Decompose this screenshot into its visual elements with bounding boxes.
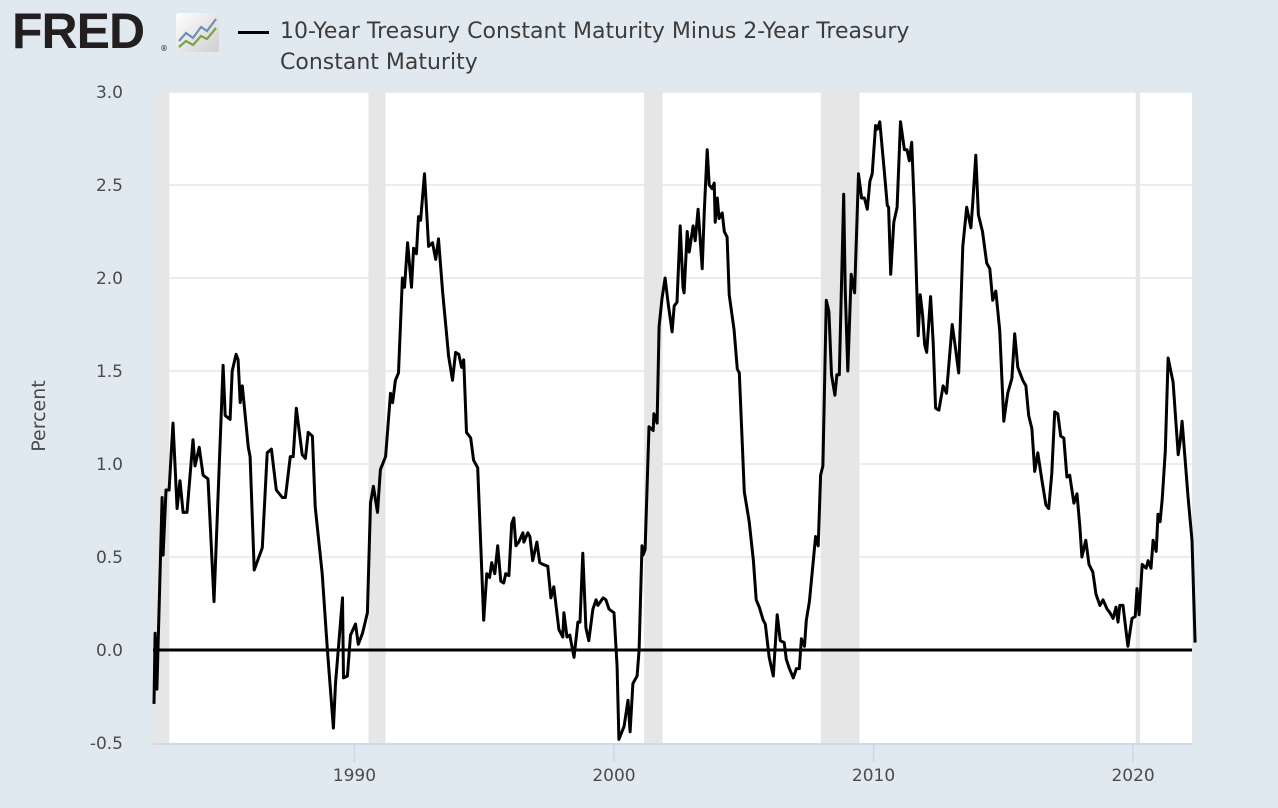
- y-tick-label: 1.5: [96, 362, 123, 382]
- recession-band: [1135, 92, 1141, 743]
- y-axis-ticks: -0.5 0.0 0.5 1.0 1.5 2.0 2.5 3.0: [90, 83, 123, 754]
- legend-swatch: [238, 31, 269, 34]
- x-tick-label: 2020: [1111, 766, 1154, 786]
- recession-band: [820, 92, 860, 743]
- y-tick-label: 2.0: [96, 269, 123, 289]
- x-tick-label: 2000: [592, 766, 635, 786]
- x-axis-ticks: 1990 2000 2010 2020: [333, 744, 1155, 786]
- legend-label[interactable]: 10-Year Treasury Constant Maturity Minus…: [280, 19, 910, 75]
- recession-band: [368, 92, 386, 743]
- fred-logo[interactable]: FRED: [12, 3, 145, 59]
- y-tick-label: 0.0: [96, 641, 123, 661]
- y-axis-label: Percent: [28, 380, 50, 452]
- recession-band: [153, 92, 170, 743]
- y-tick-label: 3.0: [96, 83, 123, 103]
- recession-bands: [153, 92, 1141, 743]
- x-tick-label: 1990: [333, 766, 376, 786]
- y-tick-label: 2.5: [96, 176, 123, 196]
- y-tick-label: 0.5: [96, 548, 123, 568]
- y-tick-label: -0.5: [90, 734, 123, 754]
- x-tick-label: 2010: [852, 766, 895, 786]
- plot-area: [153, 92, 1192, 743]
- registered-mark: ®: [160, 44, 168, 53]
- series-line[interactable]: [152, 120, 1197, 741]
- y-tick-label: 1.0: [96, 455, 123, 475]
- fred-chart-icon: [176, 13, 219, 52]
- chart-header: FRED ® 10-Year Treasury Constant Maturit…: [0, 0, 1278, 85]
